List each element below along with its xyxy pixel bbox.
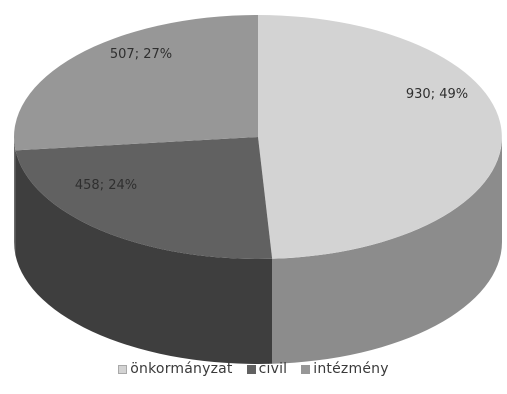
pie-data-labels: 930; 49% 458; 24% 507; 27%	[75, 47, 468, 193]
data-label-intezmeny: 507; 27%	[110, 47, 172, 62]
legend-label-onkormanyzat: önkormányzat	[130, 361, 233, 377]
legend-swatch-intezmeny	[301, 364, 311, 374]
pie-slice-intezmeny	[13, 15, 259, 151]
legend-swatch-onkormanyzat	[118, 364, 128, 374]
legend-label-civil: civil	[258, 361, 288, 377]
data-label-onkormanyzat: 930; 49%	[406, 87, 468, 102]
pie-slice-civil	[15, 137, 273, 259]
data-label-civil: 458; 24%	[75, 178, 137, 193]
pie-side-intezmeny	[14, 137, 16, 256]
legend-swatch-civil	[246, 364, 256, 374]
legend-item-onkormanyzat: önkormányzat	[118, 361, 232, 377]
legend-item-civil: civil	[246, 361, 288, 377]
pie-sides	[14, 137, 502, 364]
pie-top	[13, 15, 502, 259]
pie-side-civil	[15, 150, 273, 364]
pie-slice-onkormanyzat	[258, 15, 502, 259]
legend-item-intezmeny: intézmény	[301, 361, 389, 377]
pie-side-onkormanyzat	[272, 137, 502, 364]
legend: önkormányzat civil intézmény	[0, 361, 507, 377]
legend-label-intezmeny: intézmény	[313, 361, 389, 377]
